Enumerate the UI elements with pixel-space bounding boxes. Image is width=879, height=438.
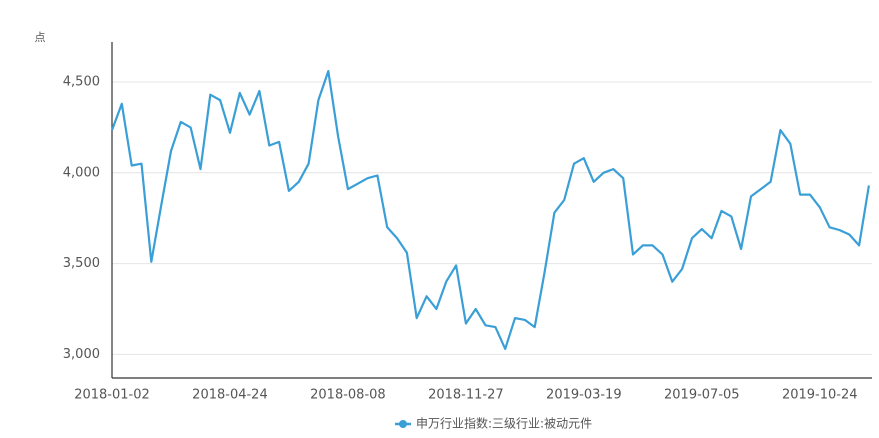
legend-marker xyxy=(399,420,407,428)
y-tick-label: 3,000 xyxy=(63,347,100,362)
y-tick-label: 4,500 xyxy=(63,74,100,89)
series-line xyxy=(110,70,870,350)
x-tick-label: 2019-03-19 xyxy=(546,388,622,403)
legend: 申万行业指数:三级行业:被动元件 xyxy=(395,416,592,431)
x-tick-label: 2019-07-05 xyxy=(664,388,740,403)
x-tick-label: 2018-04-24 xyxy=(192,388,268,403)
x-tick-label: 2019-10-24 xyxy=(782,388,858,403)
y-tick-label: 4,000 xyxy=(63,165,100,180)
y-tick-label: 3,500 xyxy=(63,256,100,271)
x-tick-label: 2018-08-08 xyxy=(310,388,386,403)
x-tick-label: 2018-11-27 xyxy=(428,388,504,403)
legend-label: 申万行业指数:三级行业:被动元件 xyxy=(416,416,592,431)
y-axis-label: 点 xyxy=(35,31,46,44)
x-tick-label: 2018-01-02 xyxy=(74,388,150,403)
